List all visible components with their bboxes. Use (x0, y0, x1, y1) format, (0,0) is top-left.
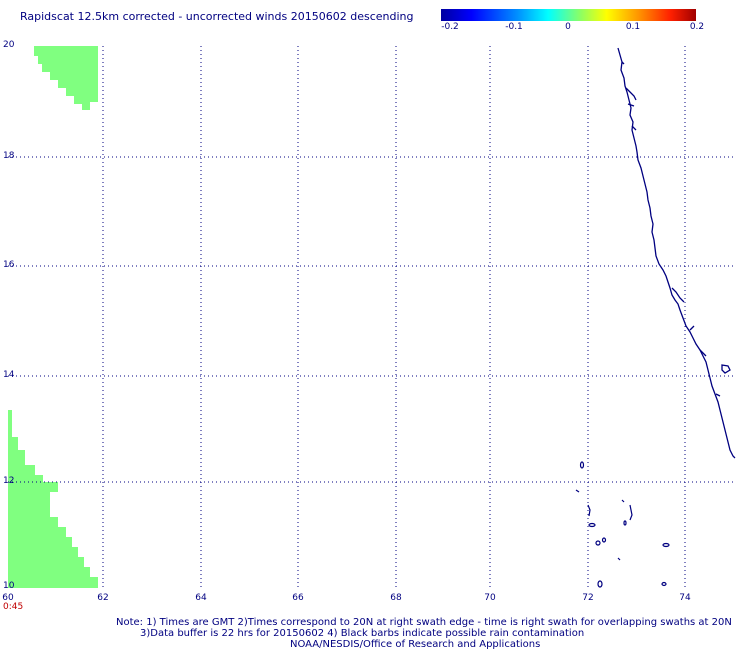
lon-label: 66 (292, 593, 304, 603)
lat-label: 16 (3, 260, 15, 270)
colorbar-tick-label: 0.2 (689, 22, 705, 32)
colorbar-tick-label: 0.1 (625, 22, 641, 32)
lat-label: 14 (3, 370, 15, 380)
lon-label: 72 (582, 593, 594, 603)
footer-credit: NOAA/NESDIS/Office of Research and Appli… (290, 639, 541, 650)
lat-lon-grid (8, 46, 735, 588)
lat-label: 10 (3, 581, 15, 591)
colorbar-tick-label: -0.1 (505, 22, 523, 32)
lon-label: 62 (97, 593, 109, 603)
footer-note-line1: Note: 1) Times are GMT 2)Times correspon… (116, 617, 732, 628)
colorbar-tick-label: 0 (565, 22, 571, 32)
chart-title: Rapidscat 12.5km corrected - uncorrected… (20, 10, 414, 23)
swath-time-label: 0:45 (3, 602, 24, 612)
lon-label: 74 (679, 593, 691, 603)
swath-region-south (8, 410, 98, 588)
lat-label: 20 (3, 40, 15, 50)
lat-label: 12 (3, 476, 15, 486)
islands (575, 461, 670, 588)
lon-label: 70 (484, 593, 496, 603)
lat-label: 18 (3, 151, 15, 161)
lon-label: 64 (195, 593, 207, 603)
swath-region-north (34, 46, 98, 110)
color-scale-bar (441, 9, 696, 21)
footer-note-line2: 3)Data buffer is 22 hrs for 20150602 4) … (140, 628, 585, 639)
lon-label: 68 (390, 593, 402, 603)
lon-label: 60 (2, 593, 14, 603)
colorbar-tick-label: -0.2 (441, 22, 459, 32)
coastline (617, 47, 736, 459)
